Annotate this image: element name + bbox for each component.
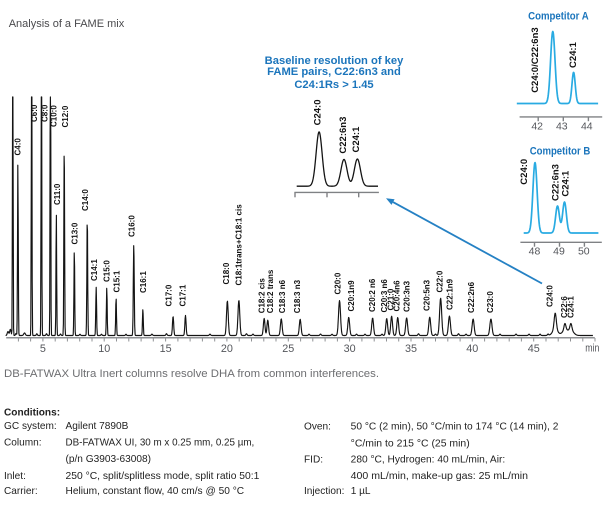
svg-text:49: 49 bbox=[553, 246, 565, 258]
svg-text:C10:0: C10:0 bbox=[50, 105, 59, 127]
svg-text:C20:3n3: C20:3n3 bbox=[402, 280, 411, 312]
svg-text:C23:0: C23:0 bbox=[486, 291, 495, 313]
svg-text:30: 30 bbox=[344, 343, 356, 355]
svg-text:C18:0: C18:0 bbox=[222, 262, 231, 284]
svg-text:45: 45 bbox=[528, 343, 540, 355]
svg-text:Oven:: Oven: bbox=[304, 422, 331, 433]
svg-text:C17:0: C17:0 bbox=[165, 284, 174, 306]
svg-text:48: 48 bbox=[529, 246, 541, 258]
svg-text:Competitor A: Competitor A bbox=[528, 10, 589, 22]
svg-text:FAME pairs, C22:6n3 and: FAME pairs, C22:6n3 and bbox=[267, 66, 401, 78]
svg-text:C22:6n3: C22:6n3 bbox=[551, 164, 562, 201]
svg-text:C24:1: C24:1 bbox=[566, 296, 575, 318]
svg-text:Column:: Column: bbox=[4, 438, 42, 449]
svg-text:C24:0/C22:6n3: C24:0/C22:6n3 bbox=[530, 27, 541, 92]
svg-text:C24:0: C24:0 bbox=[545, 285, 554, 307]
svg-text:C12:0: C12:0 bbox=[61, 105, 70, 127]
svg-text:°C/min to 215 °C (25 min): °C/min to 215 °C (25 min) bbox=[351, 438, 470, 449]
svg-text:C24:0: C24:0 bbox=[312, 100, 323, 126]
svg-text:44: 44 bbox=[581, 121, 593, 133]
svg-text:C15:0: C15:0 bbox=[103, 260, 112, 282]
svg-text:C24:1: C24:1 bbox=[568, 41, 579, 68]
svg-text:C17:1: C17:1 bbox=[179, 284, 188, 306]
svg-text:20: 20 bbox=[221, 343, 233, 355]
svg-text:GC system:: GC system: bbox=[4, 421, 57, 432]
svg-text:280 °C, Hydrogen: 40 mL/min, A: 280 °C, Hydrogen: 40 mL/min, Air: bbox=[351, 455, 506, 466]
svg-text:C6:0: C6:0 bbox=[30, 104, 39, 122]
svg-text:Baseline resolution of key: Baseline resolution of key bbox=[265, 55, 404, 67]
svg-text:C16:1: C16:1 bbox=[139, 271, 148, 293]
svg-text:C20:4n6: C20:4n6 bbox=[393, 280, 402, 312]
svg-text:C22:6n3: C22:6n3 bbox=[338, 117, 349, 154]
svg-text:C24:1: C24:1 bbox=[561, 170, 572, 197]
svg-text:250 °C, split/splitless mode,: 250 °C, split/splitless mode, split rati… bbox=[66, 471, 260, 482]
svg-text:43: 43 bbox=[556, 121, 568, 133]
svg-text:Competitor B: Competitor B bbox=[530, 146, 591, 158]
svg-text:DB-FATWAX UI, 30 m x 0.25 mm,: DB-FATWAX UI, 30 m x 0.25 mm, 0.25 µm, bbox=[66, 438, 255, 449]
svg-text:C18:2 cis: C18:2 cis bbox=[257, 278, 266, 314]
svg-text:Carrier:: Carrier: bbox=[4, 486, 38, 497]
svg-text:C24:1: C24:1 bbox=[351, 126, 362, 153]
svg-text:C20:2 n6: C20:2 n6 bbox=[368, 278, 377, 312]
svg-text:C4:0: C4:0 bbox=[13, 138, 22, 156]
svg-text:Helium, constant flow, 40 cm/s: Helium, constant flow, 40 cm/s @ 50 °C bbox=[66, 486, 245, 497]
svg-text:C13:0: C13:0 bbox=[70, 222, 79, 244]
svg-text:C20:1n9: C20:1n9 bbox=[347, 280, 356, 312]
svg-text:50: 50 bbox=[578, 246, 590, 258]
svg-text:Injection:: Injection: bbox=[304, 486, 344, 497]
svg-text:C22:6: C22:6 bbox=[560, 296, 569, 318]
svg-text:25: 25 bbox=[282, 343, 294, 355]
svg-text:C24:1Rs > 1.45: C24:1Rs > 1.45 bbox=[294, 79, 373, 91]
svg-text:C22:1n9: C22:1n9 bbox=[445, 278, 454, 310]
svg-text:10: 10 bbox=[98, 343, 110, 355]
svg-text:C11:0: C11:0 bbox=[53, 183, 62, 205]
svg-text:C15:1: C15:1 bbox=[113, 270, 122, 292]
svg-text:C22:0: C22:0 bbox=[436, 270, 445, 292]
svg-text:C20:5n3: C20:5n3 bbox=[423, 279, 432, 311]
svg-text:DB-FATWAX Ultra Inert columns: DB-FATWAX Ultra Inert columns resolve DH… bbox=[4, 368, 379, 380]
svg-text:1 µL: 1 µL bbox=[351, 486, 371, 497]
svg-text:50 °C (2 min), 50 °C/min to 17: 50 °C (2 min), 50 °C/min to 174 °C (14 m… bbox=[351, 422, 559, 433]
svg-text:C20:0: C20:0 bbox=[333, 272, 342, 294]
svg-text:40: 40 bbox=[466, 343, 478, 355]
svg-text:C16:0: C16:0 bbox=[127, 215, 136, 237]
svg-text:C14:1: C14:1 bbox=[90, 259, 99, 281]
svg-text:C18:3 n6: C18:3 n6 bbox=[278, 279, 287, 313]
svg-text:Inlet:: Inlet: bbox=[4, 471, 26, 482]
svg-text:(p/n G3903-63008): (p/n G3903-63008) bbox=[66, 454, 152, 465]
svg-text:C18:3 n3: C18:3 n3 bbox=[293, 279, 302, 313]
svg-text:400 mL/min, make-up gas: 25 mL: 400 mL/min, make-up gas: 25 mL/min bbox=[351, 471, 528, 482]
svg-text:Conditions:: Conditions: bbox=[4, 408, 60, 419]
svg-text:C24:0: C24:0 bbox=[519, 159, 530, 185]
svg-text:C14:0: C14:0 bbox=[81, 189, 90, 211]
svg-text:min: min bbox=[585, 343, 599, 355]
svg-text:Agilent 7890B: Agilent 7890B bbox=[66, 421, 129, 432]
svg-text:C18:1trans+C18:1 cis: C18:1trans+C18:1 cis bbox=[234, 204, 243, 286]
svg-text:C20:3 n6: C20:3 n6 bbox=[380, 279, 389, 313]
svg-text:15: 15 bbox=[160, 343, 172, 355]
svg-text:C18:2 trans: C18:2 trans bbox=[266, 269, 275, 313]
svg-text:35: 35 bbox=[405, 343, 417, 355]
svg-text:42: 42 bbox=[531, 121, 543, 133]
svg-text:FID:: FID: bbox=[304, 455, 323, 466]
svg-text:C22:2n6: C22:2n6 bbox=[467, 281, 476, 313]
svg-text:Analysis of a FAME mix: Analysis of a FAME mix bbox=[9, 18, 125, 30]
svg-text:C21:0: C21:0 bbox=[386, 288, 395, 310]
svg-text:C8:0: C8:0 bbox=[41, 104, 50, 122]
svg-text:5: 5 bbox=[40, 343, 46, 355]
